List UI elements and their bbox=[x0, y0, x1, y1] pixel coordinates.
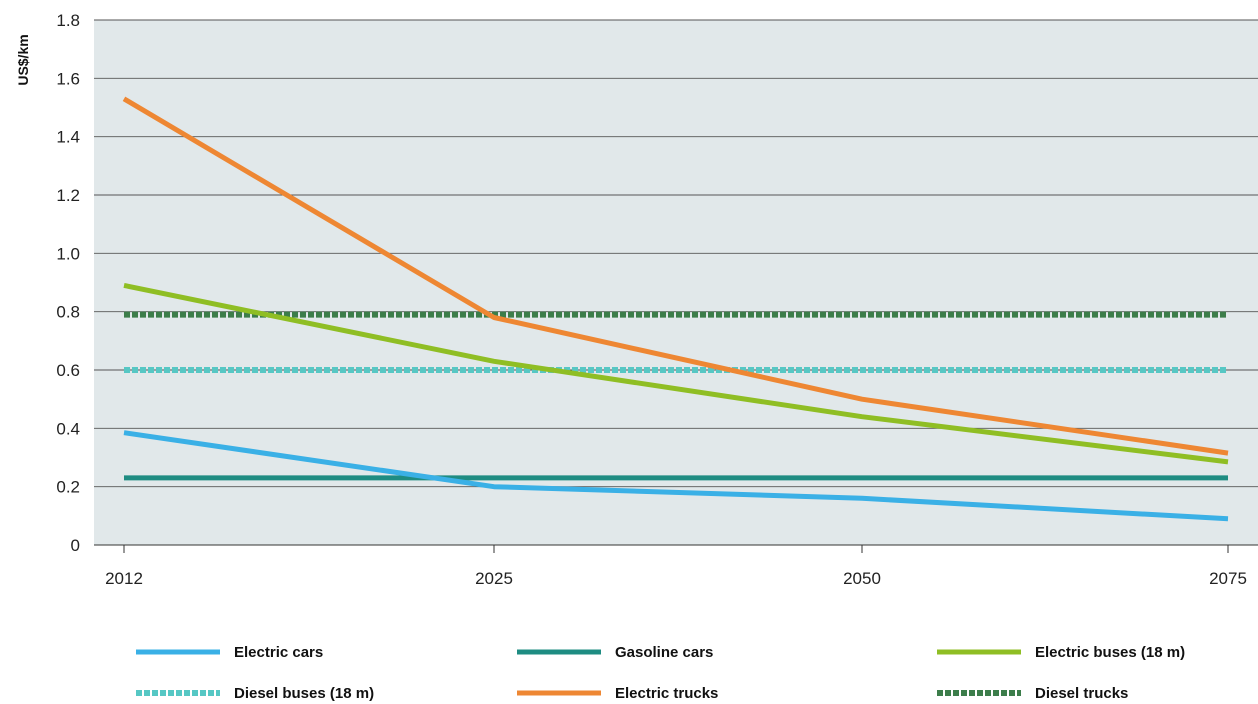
y-axis-label: US$/km bbox=[15, 34, 31, 85]
y-tick-label: 0.6 bbox=[56, 361, 80, 380]
legend: Electric cars Gasoline cars Electric buses… bbox=[136, 644, 1185, 702]
x-tick-label: 2050 bbox=[843, 569, 881, 588]
y-tick-label: 0.8 bbox=[56, 303, 80, 322]
x-tick-label: 2075 bbox=[1209, 569, 1247, 588]
series-line-electric-buses-18-m bbox=[123, 282, 1229, 465]
series-line-electric-cars bbox=[123, 430, 1229, 522]
plot-area bbox=[94, 20, 1258, 545]
legend-label-diesel-buses-18-m: Diesel buses (18 m) bbox=[234, 685, 374, 702]
y-tick-label: 0.4 bbox=[56, 419, 80, 438]
legend-label-gasoline-cars: Gasoline cars bbox=[615, 644, 713, 661]
legend-label-electric-buses-18-m: Electric buses (18 m) bbox=[1035, 644, 1185, 661]
series-line-electric-trucks bbox=[122, 96, 1229, 456]
x-tick-label: 2012 bbox=[105, 569, 143, 588]
y-axis-ticks: 0 0.2 0.4 0.6 0.8 1.0 1.2 1.4 1.6 1.8 bbox=[56, 11, 80, 555]
x-axis: 2012 2025 2050 2075 bbox=[94, 544, 1258, 588]
series-lines bbox=[122, 96, 1229, 522]
x-tick-label: 2025 bbox=[475, 569, 513, 588]
y-tick-label: 1.4 bbox=[56, 128, 80, 147]
y-tick-label: 1.6 bbox=[56, 69, 80, 88]
y-tick-label: 1.0 bbox=[56, 244, 80, 263]
legend-label-diesel-trucks: Diesel trucks bbox=[1035, 685, 1128, 702]
y-tick-label: 1.8 bbox=[56, 11, 80, 30]
legend-label-electric-cars: Electric cars bbox=[234, 644, 323, 661]
y-tick-label: 0 bbox=[71, 536, 80, 555]
legend-label-electric-trucks: Electric trucks bbox=[615, 685, 718, 702]
y-tick-label: 0.2 bbox=[56, 478, 80, 497]
y-tick-label: 1.2 bbox=[56, 186, 80, 205]
